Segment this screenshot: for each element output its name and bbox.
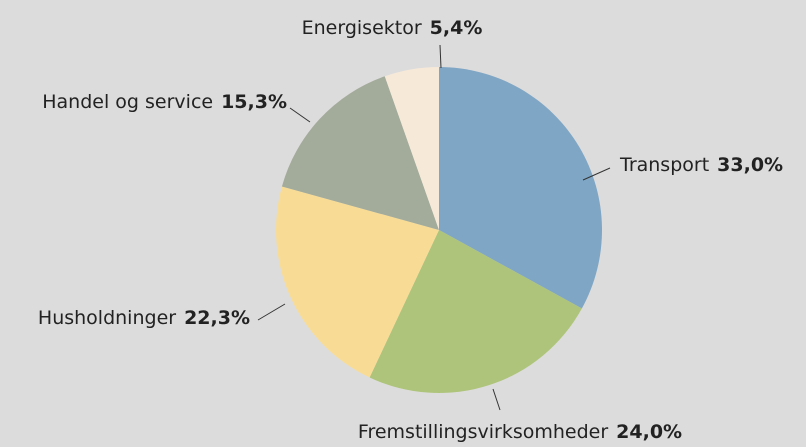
- slice-name: Transport: [619, 154, 709, 176]
- slice-value: 5,4%: [430, 17, 483, 39]
- pie-slice: [281, 76, 439, 230]
- slice-name: Handel og service: [42, 91, 213, 113]
- leader-line: [492, 388, 501, 411]
- slice-value: 24,0%: [616, 421, 682, 443]
- slice-value: 22,3%: [184, 307, 250, 329]
- slice-name: Fremstillingsvirksomheder: [358, 421, 608, 443]
- slice-label: Handel og service 15,3%: [42, 91, 287, 113]
- leader-line: [439, 44, 442, 69]
- slice-label: Husholdninger 22,3%: [38, 307, 250, 329]
- slice-name: Husholdninger: [38, 307, 176, 329]
- leader-line: [289, 107, 311, 123]
- pie-slice: [439, 67, 603, 309]
- leader-line: [257, 303, 286, 321]
- pie-slice: [276, 186, 439, 378]
- slice-value: 33,0%: [717, 154, 783, 176]
- slice-label: Transport 33,0%: [619, 154, 783, 176]
- leader-line: [582, 167, 611, 181]
- slice-label: Fremstillingsvirksomheder 24,0%: [358, 421, 682, 443]
- pie-slice: [369, 230, 582, 394]
- slice-value: 15,3%: [221, 91, 287, 113]
- pie-slice: [384, 67, 439, 230]
- slice-name: Energisektor: [302, 17, 422, 39]
- slice-label: Energisektor 5,4%: [302, 17, 483, 39]
